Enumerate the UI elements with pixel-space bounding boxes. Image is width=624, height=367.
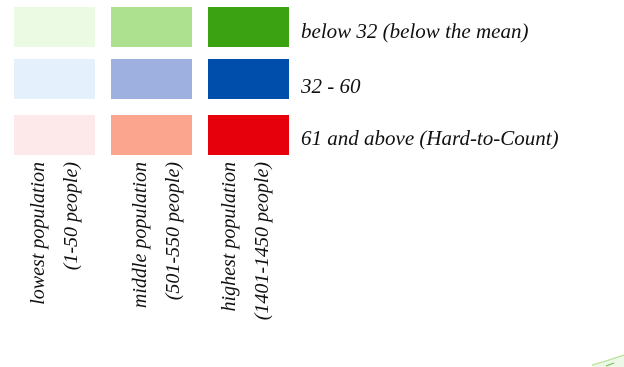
- row-label-below-mean: below 32 (below the mean): [301, 19, 529, 43]
- column-label-lowest-population-line1: lowest population: [27, 162, 49, 305]
- map-fragment-edge: [591, 354, 624, 366]
- map-fragment-line: [605, 362, 615, 367]
- swatch-high-pop-below-mean: [208, 7, 289, 47]
- swatch-high-pop-hard-to-count: [208, 115, 289, 155]
- row-label-32-60: 32 - 60: [301, 74, 361, 98]
- column-label-middle-population-line1: middle population: [129, 162, 151, 309]
- column-label-middle-population: middle population (501-550 people): [124, 162, 190, 352]
- column-label-middle-population-line2: (501-550 people): [162, 162, 184, 301]
- column-label-highest-population-line2: (1401-1450 people): [251, 162, 273, 321]
- map-fragment: [591, 354, 624, 367]
- swatch-mid-pop-32-60: [111, 59, 192, 99]
- swatch-high-pop-32-60: [208, 59, 289, 99]
- row-label-hard-to-count: 61 and above (Hard-to-Count): [301, 126, 559, 150]
- swatch-low-pop-hard-to-count: [14, 115, 95, 155]
- column-label-lowest-population-line2: (1-50 people): [60, 162, 82, 271]
- column-label-highest-population: highest population (1401-1450 people): [213, 162, 279, 352]
- swatch-low-pop-below-mean: [14, 7, 95, 47]
- swatch-mid-pop-below-mean: [111, 7, 192, 47]
- column-label-lowest-population: lowest population (1-50 people): [22, 162, 88, 352]
- column-label-highest-population-line1: highest population: [218, 162, 240, 312]
- swatch-low-pop-32-60: [14, 59, 95, 99]
- swatch-mid-pop-hard-to-count: [111, 115, 192, 155]
